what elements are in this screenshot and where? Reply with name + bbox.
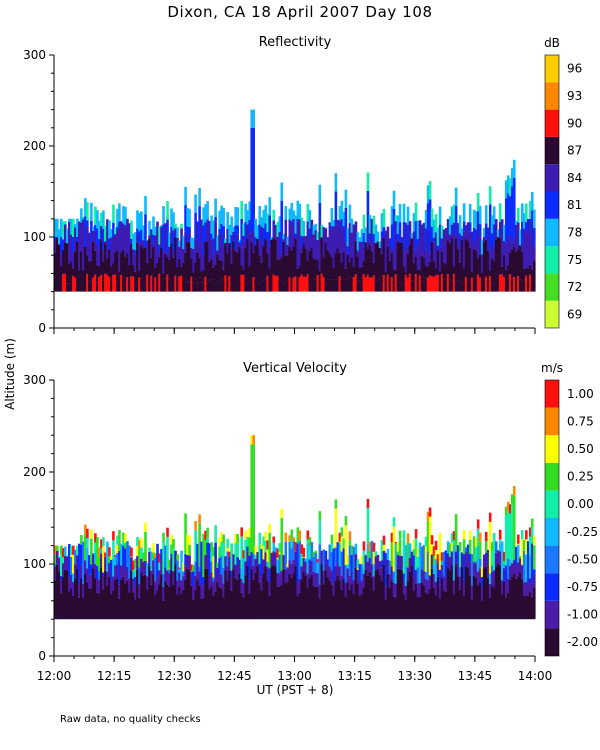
y-axis-label: Altitude (m)	[3, 338, 17, 410]
heatmap	[54, 435, 536, 620]
colorbar-tick-label: -2.00	[567, 635, 598, 649]
colorbar-tick-label: 87	[567, 144, 582, 158]
axes: 0 100 200 300	[23, 48, 536, 335]
x-tick-label: 13:45	[458, 669, 493, 683]
x-tick-label: 13:30	[397, 669, 432, 683]
y-tick-label: 200	[23, 465, 46, 479]
reflectivity-panel: Reflectivity 0 100 200 300 dB 69 72 75 78 81 84 87 90…	[23, 35, 582, 335]
colorbar-swatch	[545, 82, 559, 110]
footnote: Raw data, no quality checks	[60, 714, 201, 725]
heatmap	[54, 109, 536, 292]
y-tick-label: 100	[23, 557, 46, 571]
colorbar-tick-label: 81	[567, 198, 582, 212]
x-tick-label: 12:15	[97, 669, 132, 683]
panel-title: Reflectivity	[259, 35, 332, 50]
y-tick-label: 100	[23, 230, 46, 244]
colorbar-swatch	[545, 55, 559, 83]
colorbar-swatch	[545, 573, 559, 601]
y-tick-label: 0	[38, 649, 46, 663]
y-tick-label: 300	[23, 48, 46, 62]
colorbar-swatch	[545, 109, 559, 137]
colorbar-tick-label: 72	[567, 280, 582, 294]
vertical-velocity-panel: Vertical Velocity 0 100 200 300 12:00 12:15 12:…	[23, 361, 598, 683]
colorbar-swatch	[545, 435, 559, 463]
x-axis-label: UT (PST + 8)	[257, 683, 334, 697]
x-tick-label: 12:30	[157, 669, 192, 683]
colorbar-tick-label: 90	[567, 116, 582, 130]
colorbar-swatch	[545, 273, 559, 301]
colorbar-tick-label: -0.25	[567, 525, 598, 539]
colorbar-swatch	[545, 600, 559, 629]
colorbar-swatch	[545, 380, 559, 408]
axes: 0 100 200 300 12:00 12:15 12:30 12:45 13:00 13:15…	[23, 373, 552, 683]
colorbar-tick-label: 78	[567, 225, 582, 239]
colorbar: m/s -2.00 -1.00 -0.75 -0.50 -0.25 0.00 0.25 0.50…	[541, 361, 598, 657]
colorbar-swatch	[545, 628, 559, 656]
colorbar-tick-label: -0.50	[567, 552, 598, 566]
colorbar-swatch	[545, 518, 559, 546]
x-tick-label: 13:15	[337, 669, 372, 683]
y-tick-label: 0	[38, 321, 46, 335]
colorbar-tick-label: 75	[567, 253, 582, 267]
x-tick-label: 13:00	[277, 669, 312, 683]
y-tick-label: 300	[23, 373, 46, 387]
colorbar-unit: dB	[544, 36, 560, 50]
figure-title: Dixon, CA 18 April 2007 Day 108	[167, 3, 432, 21]
colorbar-swatch	[545, 164, 559, 192]
colorbar-swatch	[545, 246, 559, 274]
x-tick-label: 12:45	[217, 669, 252, 683]
colorbar-swatch	[545, 407, 559, 436]
colorbar-swatch	[545, 462, 559, 491]
colorbar: dB 69 72 75 78 81 84 87 90 93 96	[544, 36, 582, 329]
colorbar-tick-label: 0.25	[567, 470, 594, 484]
x-tick-label: 14:00	[518, 669, 553, 683]
colorbar-tick-label: 84	[567, 171, 582, 185]
colorbar-swatch	[545, 218, 559, 247]
colorbar-tick-label: 0.00	[567, 497, 594, 511]
colorbar-swatch	[545, 300, 559, 328]
colorbar-swatch	[545, 490, 559, 518]
colorbar-swatch	[545, 136, 559, 165]
colorbar-tick-label: 1.00	[567, 387, 594, 401]
colorbar-tick-label: 0.75	[567, 414, 594, 428]
colorbar-tick-label: 96	[567, 62, 582, 76]
colorbar-tick-label: 93	[567, 89, 582, 103]
colorbar-unit: m/s	[541, 361, 563, 375]
y-tick-label: 200	[23, 139, 46, 153]
colorbar-swatch	[545, 545, 559, 574]
colorbar-tick-label: -0.75	[567, 580, 598, 594]
colorbar-swatch	[545, 191, 559, 219]
colorbar-tick-label: -1.00	[567, 608, 598, 622]
colorbar-tick-label: 69	[567, 307, 582, 321]
x-tick-label: 12:00	[37, 669, 72, 683]
panel-title: Vertical Velocity	[243, 361, 347, 376]
colorbar-tick-label: 0.50	[567, 442, 594, 456]
